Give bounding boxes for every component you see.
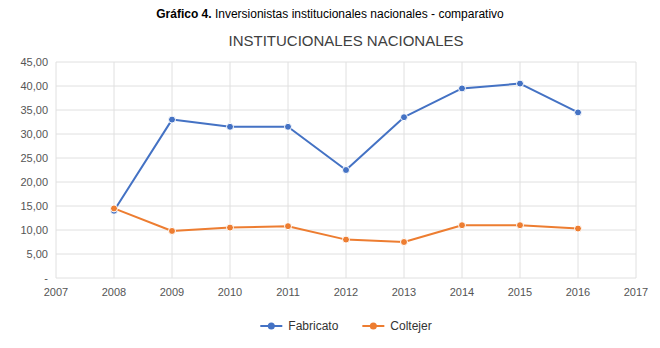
legend-label: Fabricato	[288, 319, 338, 333]
point	[459, 222, 466, 229]
x-tick-label: 2013	[392, 286, 416, 298]
y-tick-label: 5,00	[27, 248, 48, 260]
point	[227, 224, 234, 231]
grid-line-x	[172, 62, 173, 278]
x-tick-label: 2010	[218, 286, 242, 298]
plot-area	[111, 80, 582, 245]
y-tick-label: 25,00	[20, 152, 48, 164]
grid-line-x	[114, 62, 115, 278]
x-tick-label: 2016	[566, 286, 590, 298]
y-tick-label: 40,00	[20, 80, 48, 92]
axes: - 5,00 10,00 15,00 20,00 25,00 30,00 35,00 40,00…	[20, 56, 648, 298]
point	[285, 223, 292, 230]
point	[575, 109, 582, 116]
grid-line-x	[56, 62, 57, 278]
legend-item: Coltejer	[362, 319, 431, 333]
y-tick-label: 20,00	[20, 176, 48, 188]
legend-marker	[370, 323, 377, 330]
legend-marker	[268, 323, 275, 330]
y-tick-label: -	[44, 272, 48, 284]
x-tick-label: 2015	[508, 286, 532, 298]
grid-line-x	[230, 62, 231, 278]
legend-item: Fabricato	[260, 319, 338, 333]
point	[459, 85, 466, 92]
y-tick-label: 35,00	[20, 104, 48, 116]
point	[169, 116, 176, 123]
legend: Fabricato Coltejer	[260, 319, 431, 333]
chart: Gráfico 4. Inversionistas institucionale…	[0, 0, 660, 348]
grid-line-x	[578, 62, 579, 278]
point	[111, 205, 118, 212]
point	[517, 80, 524, 87]
x-tick-label: 2011	[276, 286, 300, 298]
x-tick-label: 2017	[624, 286, 648, 298]
grid	[56, 62, 636, 278]
title: INSTITUCIONALES NACIONALES	[228, 32, 463, 49]
series	[111, 80, 582, 214]
point	[401, 239, 408, 246]
point	[343, 236, 350, 243]
x-tick-label: 2008	[102, 286, 126, 298]
point	[575, 225, 582, 232]
line	[114, 84, 578, 211]
point	[227, 123, 234, 130]
x-tick-label: 2007	[44, 286, 68, 298]
grid-line-x	[288, 62, 289, 278]
x-tick-label: 2009	[160, 286, 184, 298]
series	[111, 205, 582, 246]
y-tick-label: 30,00	[20, 128, 48, 140]
point	[343, 167, 350, 174]
grid-line-x	[636, 62, 637, 278]
y-tick-label: 10,00	[20, 224, 48, 236]
point	[401, 114, 408, 121]
point	[169, 227, 176, 234]
x-tick-label: 2012	[334, 286, 358, 298]
y-tick-label: 15,00	[20, 200, 48, 212]
point	[285, 123, 292, 130]
legend-label: Coltejer	[390, 319, 431, 333]
subtitle: Gráfico 4. Inversionistas institucionale…	[156, 7, 504, 21]
x-tick-label: 2014	[450, 286, 474, 298]
point	[517, 222, 524, 229]
grid-line-x	[462, 62, 463, 278]
grid-line-x	[520, 62, 521, 278]
y-tick-label: 45,00	[20, 56, 48, 68]
